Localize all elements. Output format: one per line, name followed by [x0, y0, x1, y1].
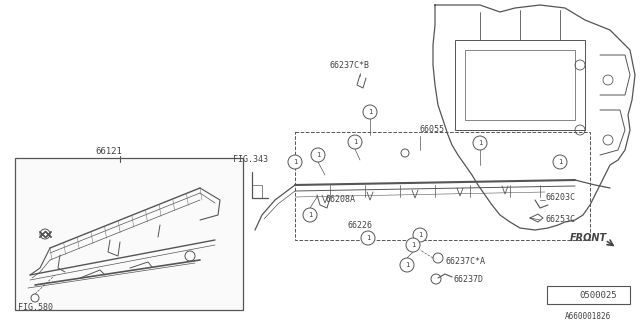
Circle shape	[550, 289, 562, 301]
Circle shape	[348, 135, 362, 149]
Circle shape	[363, 105, 377, 119]
Text: 1: 1	[418, 232, 422, 238]
Text: 66237C*A: 66237C*A	[445, 258, 485, 267]
Text: 66055: 66055	[420, 125, 445, 134]
Text: 1: 1	[316, 152, 320, 158]
Circle shape	[303, 208, 317, 222]
Text: 66208A: 66208A	[326, 196, 356, 204]
Text: 1: 1	[365, 235, 371, 241]
Circle shape	[473, 136, 487, 150]
Text: FIG.580: FIG.580	[18, 303, 53, 313]
Bar	[547, 286, 630, 304]
Circle shape	[361, 231, 375, 245]
Text: 66253C: 66253C	[545, 215, 575, 225]
Circle shape	[311, 148, 325, 162]
Text: 0500025: 0500025	[579, 291, 617, 300]
Circle shape	[553, 155, 567, 169]
Text: 66237C*B: 66237C*B	[330, 60, 370, 69]
Text: 1: 1	[292, 159, 297, 165]
Text: 66237D: 66237D	[453, 276, 483, 284]
Text: 66203C: 66203C	[545, 194, 575, 203]
Text: 1: 1	[404, 262, 409, 268]
Text: 1: 1	[554, 292, 558, 298]
Bar	[15, 158, 243, 310]
Text: A660001826: A660001826	[565, 312, 611, 320]
Bar	[455, 40, 585, 130]
Text: 1: 1	[411, 242, 415, 248]
Text: 1: 1	[557, 159, 563, 165]
Text: 1: 1	[368, 109, 372, 115]
Bar	[295, 132, 590, 240]
Text: 1: 1	[353, 139, 357, 145]
Bar	[465, 50, 575, 120]
Circle shape	[406, 238, 420, 252]
Text: 66226: 66226	[348, 220, 373, 229]
Text: 66121: 66121	[95, 148, 122, 156]
Text: 1: 1	[308, 212, 312, 218]
Circle shape	[400, 258, 414, 272]
Circle shape	[413, 228, 427, 242]
Text: FRONT: FRONT	[570, 233, 607, 243]
Text: 1: 1	[477, 140, 483, 146]
Circle shape	[288, 155, 302, 169]
Text: FIG.343: FIG.343	[233, 156, 268, 164]
